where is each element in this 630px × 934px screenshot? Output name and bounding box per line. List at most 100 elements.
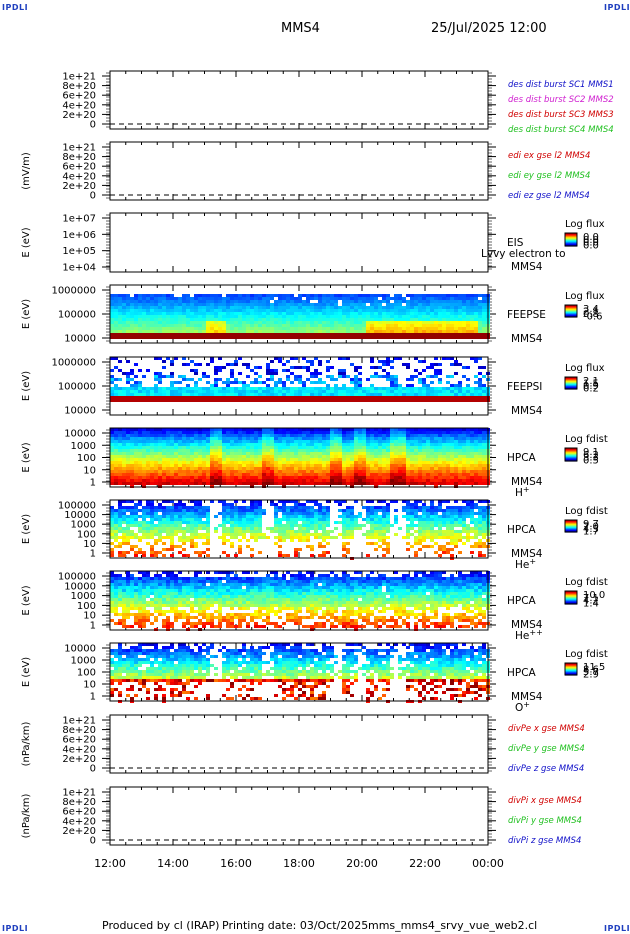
spectrogram-cell <box>122 306 126 309</box>
spectrogram-cell <box>234 440 238 443</box>
spectrogram-cell <box>454 455 458 458</box>
spectrogram-cell <box>110 521 114 524</box>
spectrogram-cell <box>222 467 226 470</box>
spectrogram-cell <box>342 294 346 297</box>
spectrogram-cell <box>178 464 182 467</box>
spectrogram-cell <box>206 300 210 303</box>
spectrogram-cell <box>266 399 270 402</box>
panel-frame <box>109 212 489 273</box>
spectrogram-cell <box>262 452 266 455</box>
spectrogram-cell <box>114 303 118 306</box>
spectrogram-cell <box>326 434 330 437</box>
spectrogram-cell <box>238 470 242 473</box>
spectrogram-cell <box>462 396 466 399</box>
spectrogram-cell <box>246 449 250 452</box>
spectrogram-cell <box>378 306 382 309</box>
spectrogram-cell <box>246 327 250 330</box>
spectrogram-cell <box>390 437 394 440</box>
spectrogram-cell <box>342 449 346 452</box>
spectrogram-cell <box>198 321 202 324</box>
spectrogram-cell <box>298 461 302 464</box>
spectrogram-cell <box>310 396 314 399</box>
spectrogram-cell <box>126 297 130 300</box>
spectrogram-cell <box>118 470 122 473</box>
spectrogram-cell <box>350 300 354 303</box>
spectrogram-cell <box>150 452 154 455</box>
spectrogram-cell <box>146 473 150 476</box>
spectrogram-cell <box>434 294 438 297</box>
spectrogram-cell <box>258 479 262 482</box>
spectrogram-cell <box>454 327 458 330</box>
spectrogram-cell <box>226 431 230 434</box>
spectrogram-cell <box>410 440 414 443</box>
spectrogram-cell <box>270 390 274 393</box>
spectrogram-cell <box>390 396 394 399</box>
spectrogram-cell <box>126 324 130 327</box>
spectrogram-cell <box>246 363 250 366</box>
spectrogram-cell <box>178 461 182 464</box>
spectrogram-cell <box>238 476 242 479</box>
spectrogram-cell <box>150 428 154 431</box>
spectrogram-cell <box>262 306 266 309</box>
spectrogram-cell <box>226 443 230 446</box>
spectrogram-cell <box>162 312 166 315</box>
spectrogram-cell <box>322 387 326 390</box>
spectrogram-cell <box>470 312 474 315</box>
spectrogram-cell <box>446 428 450 431</box>
spectrogram-cell <box>450 479 454 482</box>
spectrogram-cell <box>234 306 238 309</box>
spectrogram-cell <box>394 473 398 476</box>
spectrogram-cell <box>214 366 218 369</box>
spectrogram-cell <box>478 399 482 402</box>
spectrogram-cell <box>386 303 390 306</box>
spectrogram-cell <box>422 312 426 315</box>
spectrogram-cell <box>422 440 426 443</box>
spectrogram-cell <box>170 327 174 330</box>
spectrogram-cell <box>278 390 282 393</box>
spectrogram-cell <box>338 470 342 473</box>
spectrogram-cell <box>254 333 258 336</box>
spectrogram-cell <box>274 393 278 396</box>
spectrogram-cell <box>482 443 486 446</box>
spectrogram-cell <box>218 321 222 324</box>
spectrogram-cell <box>362 464 366 467</box>
spectrogram-cell <box>274 300 278 303</box>
spectrogram-cell <box>270 312 274 315</box>
spectrogram-cell <box>462 324 466 327</box>
spectrogram-cell <box>278 470 282 473</box>
spectrogram-cell <box>134 458 138 461</box>
spectrogram-cell <box>198 378 202 381</box>
spacecraft-label: MMS4 <box>511 476 543 488</box>
spectrogram-cell <box>382 318 386 321</box>
spectrogram-cell <box>322 431 326 434</box>
spectrogram-cell <box>474 464 478 467</box>
spectrogram-cell <box>362 396 366 399</box>
spectrogram-cell <box>406 303 410 306</box>
spectrogram-cell <box>478 440 482 443</box>
spectrogram-cell <box>378 479 382 482</box>
spectrogram-cell <box>226 306 230 309</box>
spectrogram-cell <box>314 312 318 315</box>
spectrogram-cell <box>438 476 442 479</box>
spectrogram-cell <box>330 324 334 327</box>
spectrogram-cell <box>414 336 418 339</box>
spectrogram-cell <box>298 479 302 482</box>
spectrogram-cell <box>390 434 394 437</box>
spectrogram-cell <box>186 312 190 315</box>
spectrogram-cell <box>262 428 266 431</box>
spectrogram-cell <box>318 399 322 402</box>
spectrogram-cell <box>122 470 126 473</box>
spectrogram-cell <box>262 449 266 452</box>
spectrogram-cell <box>318 324 322 327</box>
spectrogram-cell <box>126 327 130 330</box>
spectrogram-cell <box>258 476 262 479</box>
spectrogram-cell <box>110 396 114 399</box>
spectrogram-cell <box>230 482 234 485</box>
spectrogram-cell <box>114 336 118 339</box>
spectrogram-cell <box>166 324 170 327</box>
spectrogram-cell <box>318 449 322 452</box>
spectrogram-cell <box>202 473 206 476</box>
spectrogram-cell <box>258 312 262 315</box>
spectrogram-cell <box>338 446 342 449</box>
spectrogram-cell <box>122 509 126 512</box>
